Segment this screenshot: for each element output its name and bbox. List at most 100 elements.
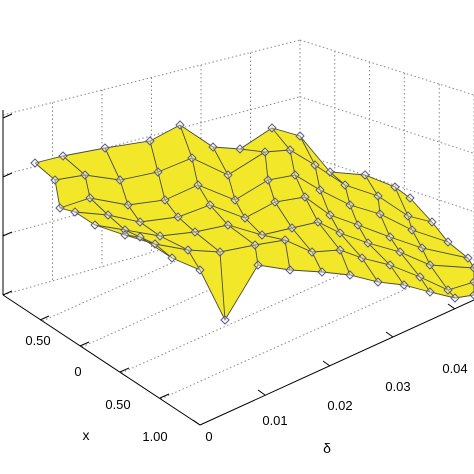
data-point-marker	[160, 195, 170, 205]
data-point-marker	[260, 147, 270, 157]
data-point-marker	[353, 220, 363, 230]
mesh-column-line	[212, 146, 291, 271]
delta-tick-label-1: 0	[205, 429, 212, 444]
delta-axis-tick	[192, 419, 201, 426]
data-point-marker	[425, 260, 435, 270]
data-point-marker	[58, 151, 68, 161]
data-point-marker	[153, 167, 163, 177]
data-point-marker	[325, 167, 335, 177]
x-tick-label-1: 1.00	[142, 429, 167, 444]
surface-patch	[219, 244, 259, 322]
data-point-marker	[103, 210, 113, 220]
data-point-marker	[167, 253, 177, 263]
data-point-marker	[385, 232, 395, 242]
data-point-marker	[115, 175, 125, 185]
data-point-marker	[463, 253, 473, 263]
delta-axis-tick	[257, 389, 266, 396]
data-point-marker	[183, 245, 193, 255]
surface-mesh	[34, 124, 474, 321]
right-wall-gridline	[299, 39, 474, 96]
data-point-marker	[427, 217, 437, 227]
data-point-marker	[223, 220, 233, 230]
right-wall-gridline	[299, 152, 474, 213]
data-point-marker	[280, 235, 290, 245]
mesh-column-line	[299, 135, 379, 283]
data-point-marker	[120, 230, 130, 240]
data-point-marker	[375, 209, 385, 219]
x-axis-tick	[159, 393, 170, 399]
data-point-marker	[155, 231, 165, 241]
mesh-column-line	[34, 162, 141, 238]
data-point-marker	[310, 160, 320, 170]
data-point-marker	[443, 285, 453, 295]
data-point-marker	[385, 260, 395, 270]
data-point-marker	[263, 175, 273, 185]
data-point-marker	[230, 195, 240, 205]
data-point-marker	[250, 240, 260, 250]
data-point-marker	[399, 280, 409, 290]
data-point-marker	[150, 239, 160, 249]
x-tick-label-2: 0.50	[105, 397, 130, 412]
right-wall-gridline	[299, 96, 474, 154]
z-axis-tick	[2, 231, 13, 237]
data-point-marker	[100, 143, 110, 153]
data-point-marker	[345, 270, 355, 280]
data-point-marker	[187, 153, 197, 163]
data-point-marker	[90, 220, 100, 230]
data-point-marker	[345, 200, 355, 210]
data-point-marker	[235, 144, 245, 154]
data-point-marker	[407, 225, 417, 235]
mesh-column-line	[394, 186, 456, 299]
data-point-marker	[253, 260, 263, 270]
data-point-marker	[285, 145, 295, 155]
data-point-marker	[123, 200, 133, 210]
mesh-column-line	[62, 155, 173, 259]
data-point-marker	[450, 293, 460, 303]
data-point-marker	[135, 217, 145, 227]
data-point-marker	[307, 247, 317, 257]
data-point-marker	[285, 265, 295, 275]
data-point-marker	[373, 191, 383, 201]
data-point-marker	[315, 185, 325, 195]
x-axis-tick	[119, 367, 130, 373]
delta-axis-tick	[385, 331, 394, 338]
x-tick-label-4: 0.50	[25, 333, 50, 348]
data-point-marker	[190, 227, 200, 237]
data-point-marker	[70, 207, 80, 217]
floor-gridline	[160, 268, 451, 400]
data-point-marker	[50, 175, 60, 185]
data-point-marker	[173, 212, 183, 222]
data-point-marker	[270, 197, 280, 207]
data-point-marker	[443, 237, 453, 247]
surface-markers	[30, 120, 474, 325]
x-axis-tick	[79, 341, 90, 347]
x-axis-line	[2, 294, 201, 426]
data-point-marker	[405, 193, 415, 203]
x-tick-label-3: 0	[74, 364, 81, 379]
data-point-marker	[267, 123, 277, 133]
delta-tick-label-2: 0.01	[262, 413, 287, 428]
mesh-column-line	[329, 171, 405, 286]
mesh-column-line	[271, 127, 351, 276]
mesh-column-line	[364, 174, 431, 293]
x-axis-tick	[39, 315, 50, 321]
data-point-marker	[30, 158, 40, 168]
data-point-marker	[403, 211, 413, 221]
data-point-marker	[469, 290, 474, 300]
delta-tick-label-3: 0.02	[327, 398, 352, 413]
delta-tick-label-5: 0.04	[442, 361, 467, 376]
data-point-marker	[215, 247, 225, 257]
data-point-marker	[300, 192, 310, 202]
mesh-column-line	[409, 197, 474, 295]
mesh-column-line	[149, 140, 226, 321]
data-point-marker	[417, 243, 427, 253]
data-point-marker	[295, 131, 305, 141]
delta-axis-tick	[322, 360, 331, 367]
data-point-marker	[290, 170, 300, 180]
mesh-column-line	[179, 124, 259, 266]
data-point-marker	[287, 223, 297, 233]
left-wall-gridline	[2, 39, 301, 116]
z-axis-tick	[2, 290, 13, 296]
data-point-marker	[80, 170, 90, 180]
